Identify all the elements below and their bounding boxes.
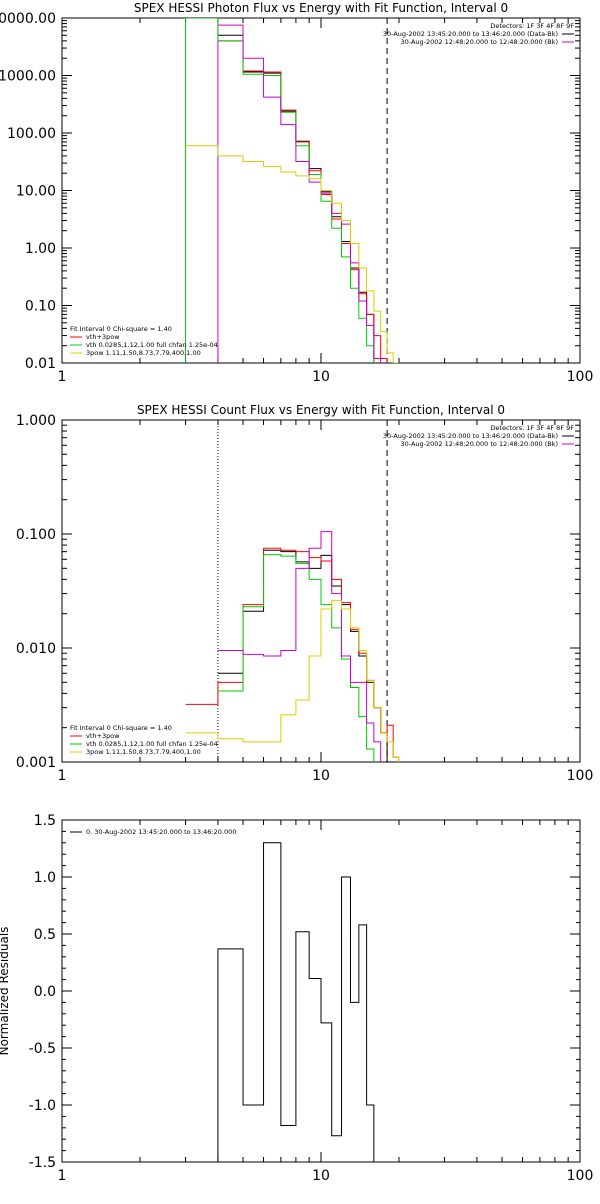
series-3-histogram [217, 531, 382, 762]
y-tick-label: 100.00 [7, 126, 56, 142]
series-4-histogram [185, 600, 400, 762]
x-tick-label: 1 [58, 369, 67, 385]
y-tick-label: 1.5 [34, 813, 56, 829]
series-1-histogram [217, 40, 388, 363]
info-text: 30-Aug-2002 12:48:20.000 to 12:48:20.000… [401, 38, 558, 46]
info-text: 30-Aug-2002 13:45:20.000 to 13:46:20.000… [383, 30, 558, 38]
series-2-histogram [217, 554, 375, 762]
y-tick-label: 0.100 [16, 527, 56, 543]
y-tick-label: 1000.00 [0, 69, 56, 85]
info-text: 30-Aug-2002 13:45:20.000 to 13:46:20.000… [383, 432, 558, 440]
x-tick-label: 100 [567, 369, 594, 385]
info-text: Detectors: 1F 3F 4F 8F 9F [490, 22, 574, 30]
legend-entry: 3pow 1.11,1.50,8.73,7.79,400,1.00 [86, 349, 201, 357]
series-2-histogram [185, 18, 375, 363]
series-0-histogram [217, 34, 375, 363]
x-tick-label: 100 [567, 1168, 594, 1184]
y-tick-label: 0.01 [25, 356, 56, 372]
y-tick-label: 0.5 [34, 927, 56, 943]
y-tick-label: -1.0 [29, 1098, 56, 1114]
x-tick-label: 10 [312, 768, 330, 784]
chart-title: SPEX HESSI Photon Flux vs Energy with Fi… [134, 1, 508, 15]
chart-title: SPEX HESSI Count Flux vs Energy with Fit… [137, 403, 505, 417]
y-tick-label: 0.10 [25, 299, 56, 315]
info-text: 30-Aug-2002 12:48:20.000 to 12:48:20.000… [401, 440, 558, 448]
x-tick-label: 1 [58, 1168, 67, 1184]
y-tick-label: 0.001 [16, 755, 56, 771]
y-tick-label: 10.00 [16, 184, 56, 200]
legend-entry: vth+3pow [86, 732, 120, 740]
y-axis-label: Normalized Residuals [0, 927, 11, 1056]
x-tick-label: 10 [312, 369, 330, 385]
series-0-histogram [217, 842, 375, 1162]
legend-entry: vth 0.0285,1.12,1.00 full chfan 1.25e-04 [86, 740, 218, 748]
y-tick-label: 1.000 [16, 413, 56, 429]
x-tick-label: 100 [567, 768, 594, 784]
x-tick-label: 10 [312, 1168, 330, 1184]
legend-entry: Fit Interval 0 Chi-square = 1.40 [70, 325, 172, 333]
info-text: Detectors: 1F 3F 4F 8F 9F [490, 424, 574, 432]
x-tick-label: 1 [58, 768, 67, 784]
y-tick-label: 1.0 [34, 870, 56, 886]
y-tick-label: 1.00 [25, 241, 56, 257]
y-tick-label: -0.5 [29, 1041, 56, 1057]
y-tick-label: 0.0 [34, 984, 56, 1000]
series-3-histogram [217, 24, 382, 363]
legend-entry: vth 0.0285,1.12,1.00 full chfan 1.25e-04 [86, 341, 218, 349]
legend-entry: vth+3pow [86, 333, 120, 341]
legend-entry: 3pow 1.11,1.50,8.73,7.79,400,1.00 [86, 748, 201, 756]
series-4-histogram [185, 145, 399, 363]
legend-entry: Fit Interval 0 Chi-square = 1.40 [70, 724, 172, 732]
y-tick-label: -1.5 [29, 1155, 56, 1171]
y-tick-label: 0.010 [16, 641, 56, 657]
legend-entry: 0. 30-Aug-2002 13:45:20.000 to 13:46:20.… [86, 828, 236, 836]
